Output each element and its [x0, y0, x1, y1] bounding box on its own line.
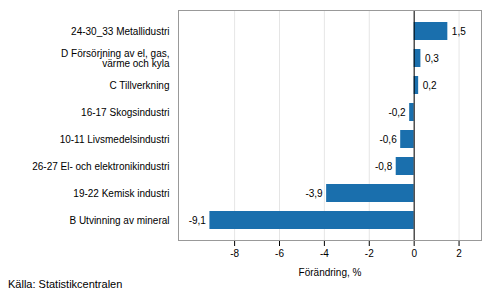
svg-text:0,3: 0,3 [425, 53, 439, 64]
svg-text:-2: -2 [365, 248, 374, 259]
svg-text:-6: -6 [275, 248, 284, 259]
svg-text:26-27 El- och elektronikindust: 26-27 El- och elektronikindustri [32, 161, 169, 172]
svg-text:D Försörjning av el, gas,värme: D Försörjning av el, gas,värme och kyla [61, 48, 170, 69]
svg-text:C Tillverkning: C Tillverkning [109, 80, 169, 91]
svg-text:-9,1: -9,1 [189, 215, 207, 226]
svg-text:-8: -8 [230, 248, 239, 259]
svg-text:2: 2 [456, 248, 462, 259]
svg-text:1,5: 1,5 [452, 26, 466, 37]
svg-text:Förändring, %: Förändring, % [299, 267, 362, 278]
html-text:Källa: Statistikcentralen: Källa: Statistikcentralen [8, 278, 123, 290]
svg-text:0: 0 [411, 248, 417, 259]
svg-text:10-11 Livsmedelsindustri: 10-11 Livsmedelsindustri [60, 134, 170, 145]
svg-text:-0,6: -0,6 [379, 134, 397, 145]
svg-text:24-30_33 Metallidustri: 24-30_33 Metallidustri [71, 26, 169, 37]
svg-text:0,2: 0,2 [423, 80, 437, 91]
svg-text:-4: -4 [320, 248, 329, 259]
svg-text:-0,8: -0,8 [375, 161, 393, 172]
svg-text:16-17 Skogsindustri: 16-17 Skogsindustri [81, 107, 169, 118]
svg-text:-0,2: -0,2 [388, 107, 406, 118]
svg-text:B Utvinning av mineral: B Utvinning av mineral [69, 215, 169, 226]
svg-text:19-22 Kemisk industri: 19-22 Kemisk industri [73, 188, 169, 199]
svg-text:-3,9: -3,9 [305, 188, 323, 199]
